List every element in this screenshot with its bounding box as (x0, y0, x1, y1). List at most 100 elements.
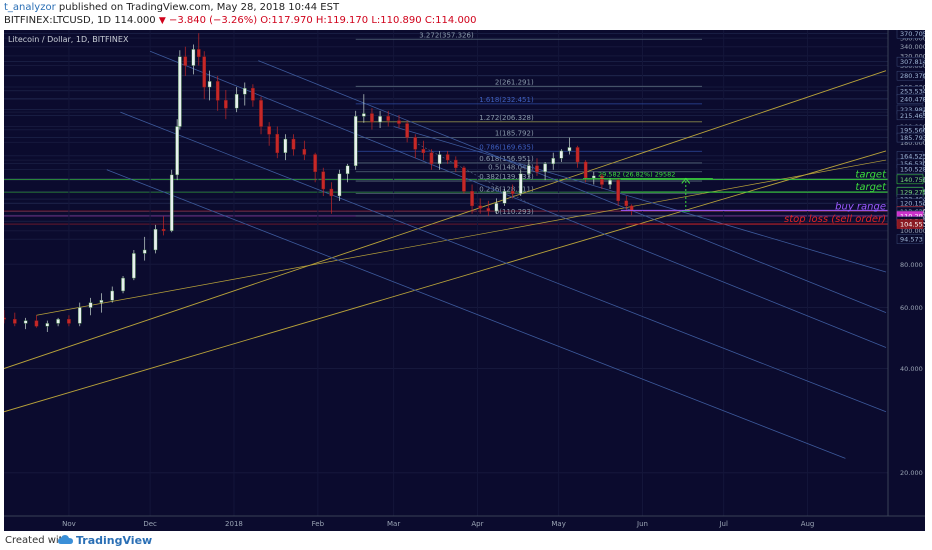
candle-body (23, 320, 28, 324)
fib-level-label: 0.236(128.111) (479, 185, 534, 193)
candle-body (88, 302, 93, 308)
candle-body (502, 191, 507, 204)
candle-body (629, 205, 634, 212)
footer: Created with TradingView (0, 531, 932, 550)
candle-body (624, 200, 629, 207)
time-tick-label: Dec (143, 520, 157, 528)
candle-body (302, 148, 307, 155)
price-level-label: 129.275 (900, 189, 925, 197)
ohlc-line: BITFINEX:LTCUSD, 1D 114.000 ▼ −3.840 (−3… (4, 15, 477, 26)
candle-body (291, 138, 296, 150)
chart-area[interactable]: 0(110.293) 0.236(128.111) 0.382(139.133) 0.… (2, 28, 927, 531)
candle-body (191, 49, 196, 66)
candle-body (445, 154, 450, 161)
last-price: 114.000 (114, 15, 156, 26)
tradingview-link[interactable]: TradingView (76, 534, 153, 547)
candle-body (583, 161, 588, 179)
fib-level-label: 3.272(357.326) (419, 31, 474, 39)
candle-body (34, 320, 39, 327)
candle-body (67, 319, 71, 324)
time-tick-label: Nov (62, 520, 76, 528)
target-1-label: target (855, 169, 887, 180)
time-axis[interactable]: Nov Dec 2018 Feb Mar Apr May Jun Jul Aug (4, 515, 925, 528)
candle-body (405, 123, 409, 138)
candle-body (470, 191, 474, 207)
candle-body (215, 81, 220, 101)
price-level-label: 370.705 (900, 30, 925, 38)
fib-level-label: 0(110.293) (495, 208, 534, 216)
price-level-tag (896, 219, 924, 229)
chart-title: Litecoin / Dollar, 1D, BITFINEX (8, 35, 129, 44)
candle-body (362, 113, 366, 117)
price-tick-label: 60.000 (900, 304, 923, 312)
candle-body (313, 154, 317, 172)
price-level-tag (896, 94, 924, 104)
published-text: published on TradingView.com, May 28, 20… (58, 2, 340, 13)
candle-body (486, 208, 491, 212)
author-link[interactable]: t_analyzor (4, 2, 56, 13)
price-tick-label: 80.000 (900, 261, 923, 269)
candle-body (202, 56, 207, 88)
created-with-text: Created with (5, 535, 69, 546)
price-axis[interactable]: 20.00040.00060.00080.000100.000120.00014… (887, 28, 927, 531)
price-level-label: 253.534 (900, 87, 925, 95)
candle-body (413, 137, 418, 150)
candle-body (224, 100, 228, 109)
price-level-label: 164.525 (900, 152, 925, 160)
symbol-text: BITFINEX:LTCUSD, 1D (4, 15, 112, 26)
candle-body (275, 134, 280, 153)
price-level-tag (896, 28, 924, 39)
price-tick-label: 180.000 (900, 139, 925, 147)
candle-body (616, 179, 620, 202)
plot-background (4, 30, 925, 531)
price-level-label: 223.981 (900, 106, 925, 114)
price-level-label: 195.566 (900, 126, 925, 134)
candle-body (183, 56, 188, 66)
candle-body (196, 49, 201, 57)
candle-body (169, 174, 174, 231)
candle-body (559, 150, 564, 159)
price-level-label: 280.379 (900, 72, 925, 80)
candle-body (543, 163, 547, 172)
fib-level-label: 1.618(232.451) (479, 96, 534, 104)
price-level-label: 185.793 (900, 134, 925, 142)
dashed-connector (417, 143, 530, 204)
price-chart[interactable]: 0(110.293)0.236(128.111)0.382(139.133)0.… (2, 28, 927, 531)
candle-body (454, 159, 458, 168)
candle-body (535, 165, 539, 172)
price-level-label: 240.478 (900, 95, 925, 103)
candle-body (110, 290, 115, 301)
buy-range-label: buy range (835, 201, 886, 212)
candle-body (329, 188, 334, 197)
price-level-tag (896, 132, 924, 143)
candle-body (56, 319, 60, 324)
candle-body (567, 147, 572, 152)
price-level-tag (896, 70, 924, 81)
candle-body (178, 56, 182, 127)
price-tick-label: 40.000 (900, 365, 923, 373)
candle-body (207, 81, 212, 88)
chart-header: t_analyzor published on TradingView.com,… (0, 0, 932, 30)
time-tick-label: Apr (471, 520, 483, 528)
candle-body (13, 319, 17, 324)
arrow-up-icon (681, 177, 691, 184)
candle-body (283, 138, 288, 153)
candle-body (370, 113, 374, 123)
time-tick-label: 2018 (225, 520, 243, 528)
price-tick-label: 20.000 (900, 469, 923, 477)
candle-body (234, 93, 239, 109)
grid (4, 30, 888, 516)
stop-loss-label: stop loss (sell order) (784, 214, 886, 225)
price-level-label: 104.553 (900, 221, 925, 229)
price-change: −3.840 (−3.26%) (168, 15, 258, 26)
publish-line: t_analyzor published on TradingView.com,… (4, 2, 339, 13)
fib-level-label: 2(261.291) (495, 78, 534, 86)
candle-body (259, 100, 263, 127)
candle-body (527, 165, 531, 175)
candle-body (161, 229, 166, 231)
candle-body (121, 277, 125, 292)
candle-body (397, 120, 401, 124)
price-level-tag (896, 110, 924, 121)
time-tick-label: Aug (801, 520, 815, 528)
fib-levels: 0(110.293)0.236(128.111)0.382(139.133)0.… (355, 31, 703, 217)
